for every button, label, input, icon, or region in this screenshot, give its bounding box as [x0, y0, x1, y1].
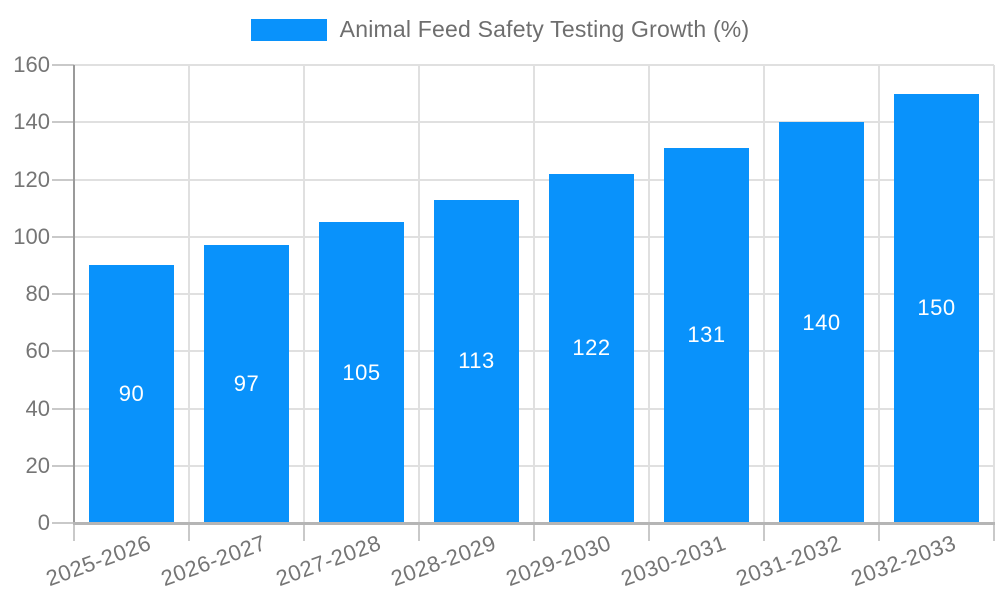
bar[interactable]: 131 [664, 148, 749, 523]
y-axis-line [73, 65, 75, 523]
bar[interactable]: 113 [434, 199, 519, 523]
y-tick-mark [52, 64, 74, 66]
x-tick-mark [763, 523, 765, 541]
y-tick-mark [52, 464, 74, 467]
x-gridline [188, 65, 190, 523]
x-tick-mark [878, 523, 880, 541]
bar-value-label: 122 [572, 335, 611, 361]
y-tick-mark [52, 407, 74, 410]
bar-value-label: 90 [118, 381, 145, 407]
x-tick-mark [303, 523, 305, 541]
x-gridline [303, 65, 305, 523]
y-tick-mark [52, 293, 74, 295]
y-axis-tick-label: 60 [25, 338, 50, 364]
x-gridline [418, 65, 420, 523]
y-axis-tick-label: 120 [13, 166, 50, 192]
x-axis-tick-label: 2030-2031 [617, 530, 730, 592]
y-tick-mark [52, 522, 74, 524]
y-axis-tick-label: 20 [25, 452, 50, 478]
bar-value-label: 97 [233, 371, 260, 397]
x-gridline [763, 65, 765, 523]
bar-value-label: 140 [802, 309, 841, 335]
x-axis-tick-label: 2026-2027 [157, 530, 270, 592]
x-axis-line [73, 522, 995, 525]
x-tick-mark [73, 523, 75, 541]
x-tick-mark [533, 523, 535, 541]
y-axis-tick-label: 160 [13, 52, 50, 77]
x-tick-mark [993, 523, 995, 541]
bar[interactable]: 105 [319, 222, 404, 523]
x-gridline [993, 65, 995, 523]
x-gridline [533, 65, 535, 523]
y-axis-tick-label: 100 [13, 223, 50, 249]
y-tick-mark [52, 121, 74, 124]
bar[interactable]: 122 [549, 173, 634, 523]
x-tick-mark [188, 523, 190, 541]
chart-legend: Animal Feed Safety Testing Growth (%) [0, 16, 1000, 43]
x-axis-tick-label: 2025-2026 [42, 530, 155, 592]
bar-value-label: 131 [687, 322, 726, 348]
x-axis-tick-label: 2027-2028 [272, 530, 385, 592]
y-axis-tick-label: 80 [25, 281, 50, 306]
bar-value-label: 105 [342, 359, 381, 385]
y-tick-mark [52, 235, 74, 238]
bar[interactable]: 97 [204, 245, 289, 523]
legend-color-swatch [250, 18, 327, 41]
x-gridline [648, 65, 650, 523]
bar[interactable]: 150 [894, 93, 979, 523]
bar[interactable]: 140 [779, 122, 864, 523]
x-tick-mark [418, 523, 420, 541]
x-axis-tick-label: 2032-2033 [847, 530, 960, 592]
y-axis-tick-label: 40 [25, 395, 50, 421]
bar[interactable]: 90 [89, 265, 174, 523]
x-axis-tick-label: 2029-2030 [502, 530, 615, 592]
bar-value-label: 150 [917, 295, 956, 321]
x-axis-tick-label: 2028-2029 [387, 530, 500, 592]
x-tick-mark [648, 523, 650, 541]
y-axis-tick-label: 0 [37, 510, 50, 535]
x-axis-tick-label: 2031-2032 [732, 530, 845, 592]
y-axis-tick-label: 140 [13, 109, 50, 135]
bar-value-label: 113 [458, 348, 495, 374]
legend-series-label: Animal Feed Safety Testing Growth (%) [339, 16, 750, 42]
y-tick-mark [52, 350, 74, 353]
x-gridline [878, 65, 880, 523]
y-tick-mark [52, 178, 74, 181]
